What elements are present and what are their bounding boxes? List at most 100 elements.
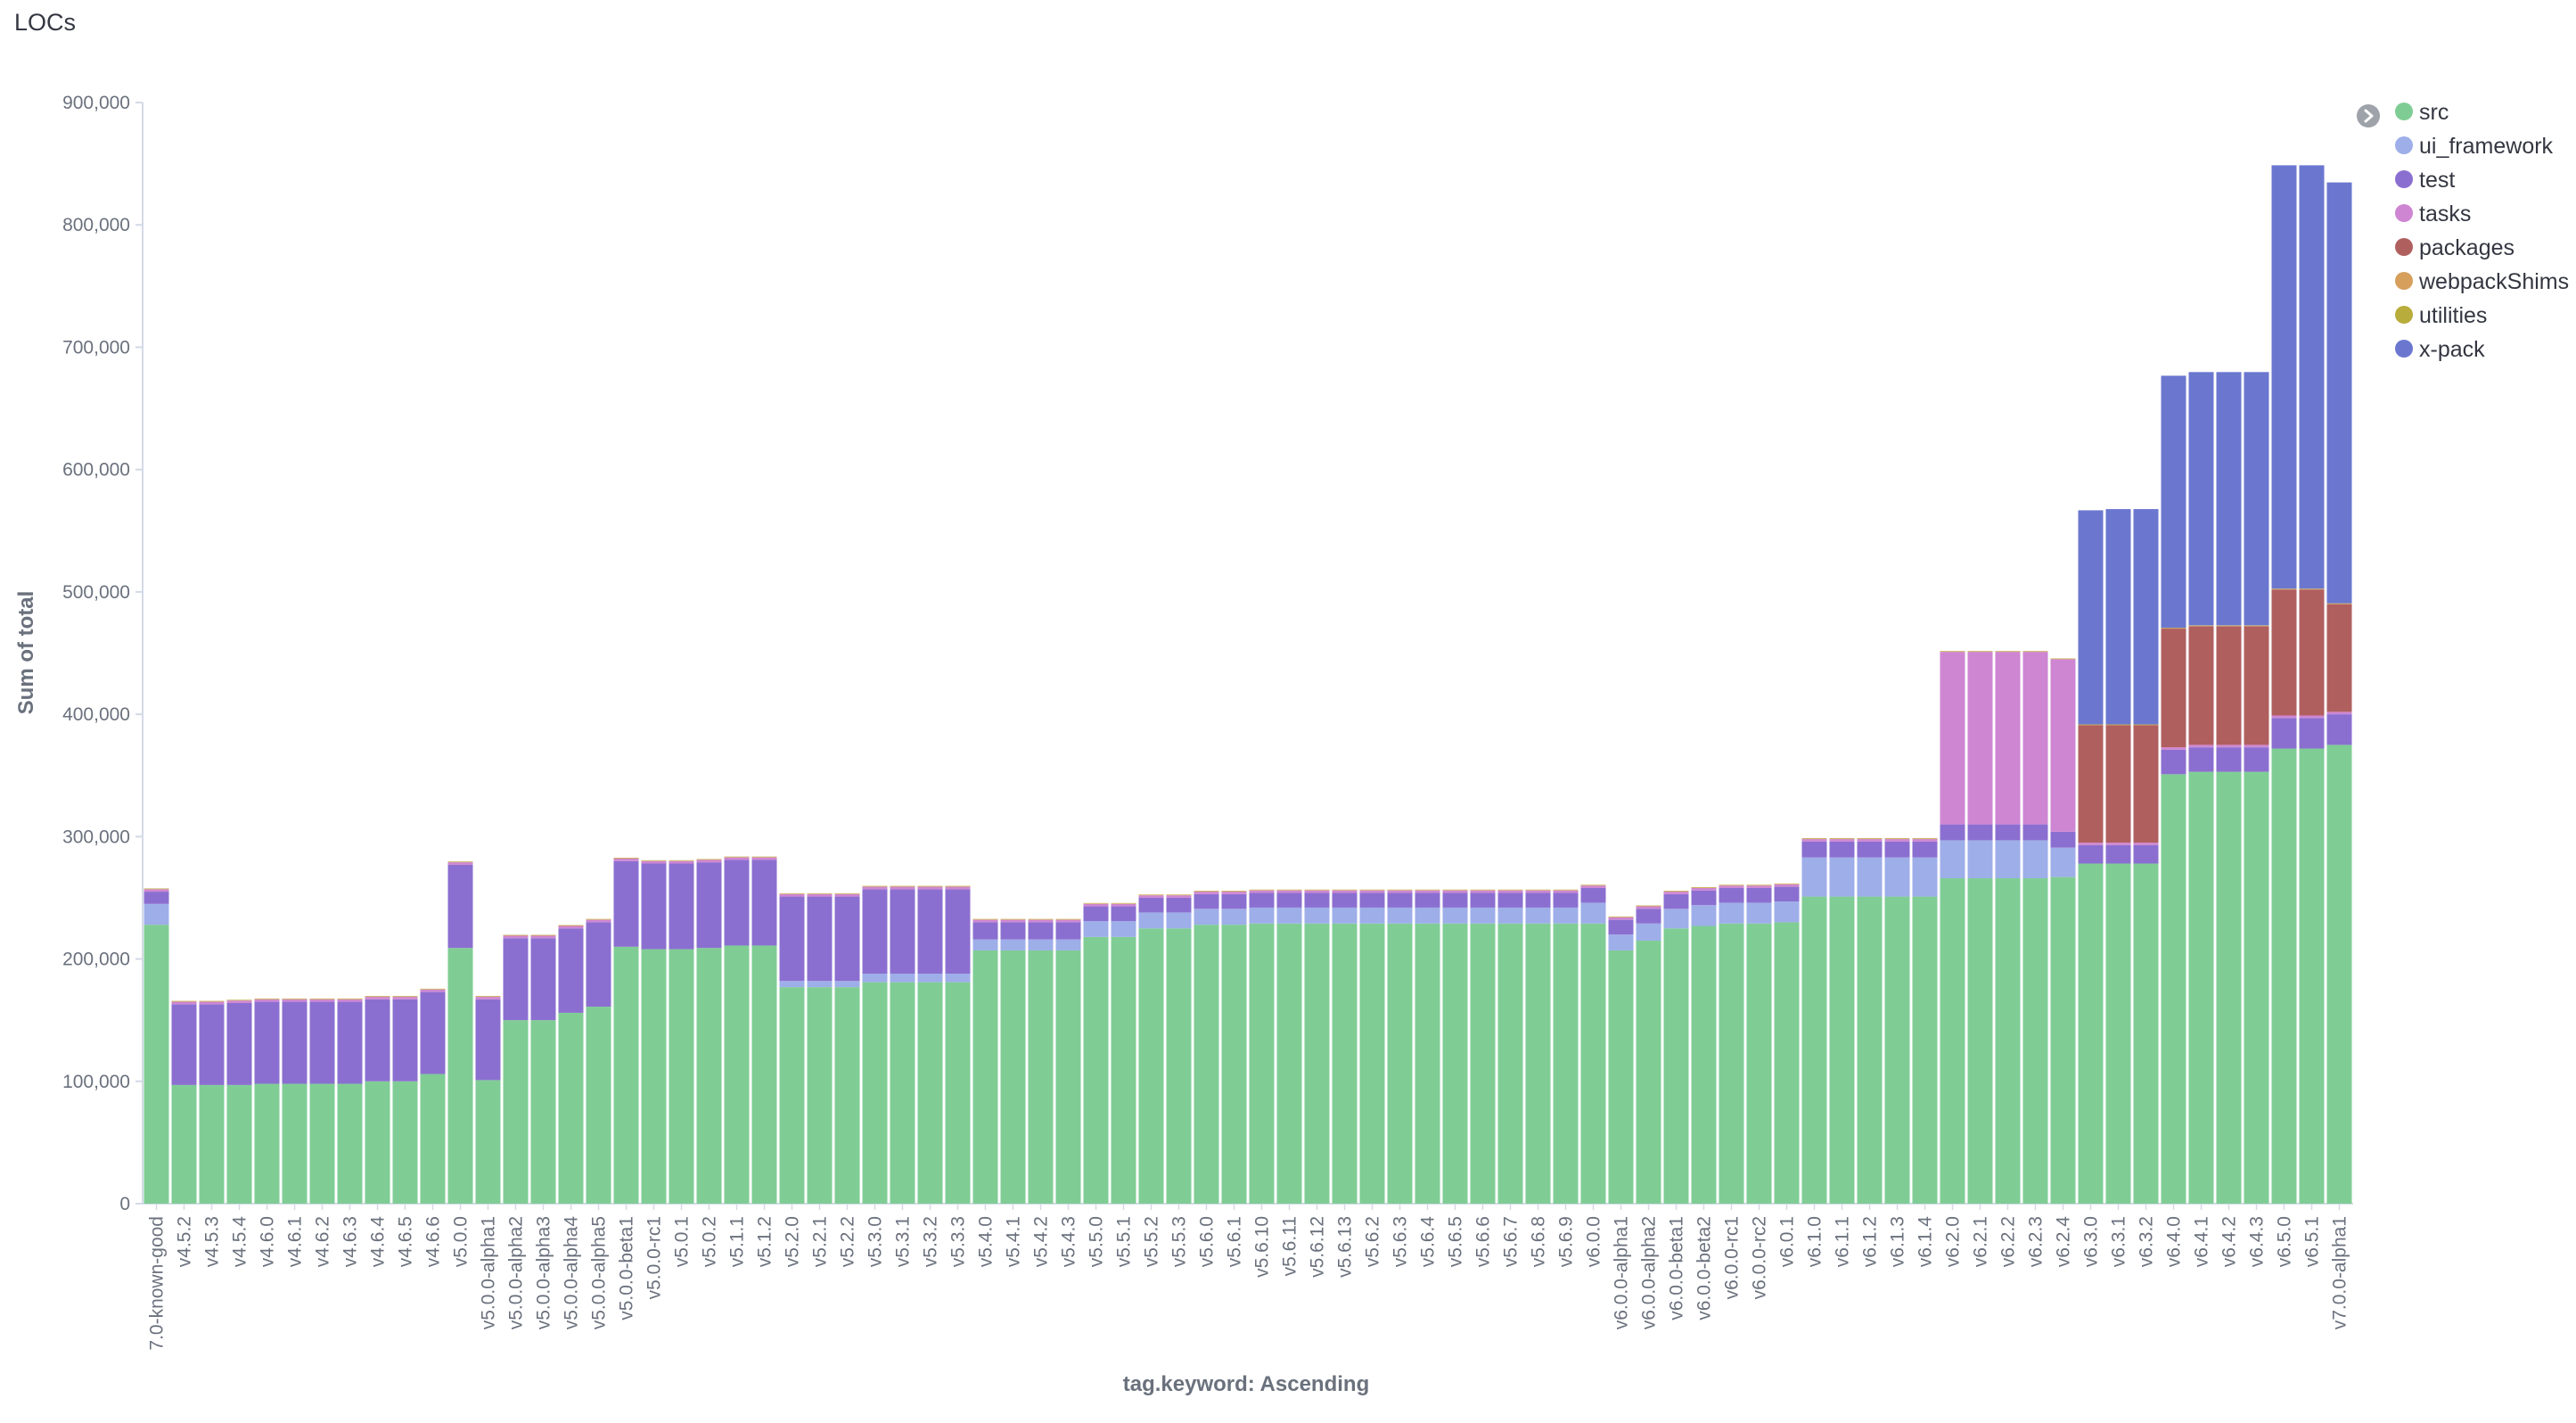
bar-test-v6.3.0[interactable] bbox=[2078, 844, 2104, 864]
bar-ui_framework-v5.6.0[interactable] bbox=[1194, 909, 1219, 925]
bar-webpackShims-v5.6.2[interactable] bbox=[1359, 890, 1385, 891]
bar-test-v6.0.0-alpha2[interactable] bbox=[1636, 909, 1661, 924]
bar-ui_framework-v6.0.0[interactable] bbox=[1580, 902, 1606, 924]
bar-src-v5.1.2[interactable] bbox=[751, 945, 777, 1204]
bar-src-v4.6.2[interactable] bbox=[309, 1083, 335, 1204]
bar-test-v4.5.2[interactable] bbox=[171, 1004, 197, 1085]
bar-test-v6.1.3[interactable] bbox=[1884, 841, 1910, 858]
bar-tasks-v5.6.1[interactable] bbox=[1221, 892, 1247, 894]
bar-ui_framework-v5.6.7[interactable] bbox=[1497, 907, 1523, 924]
bar-ui_framework-v5.6.5[interactable] bbox=[1442, 907, 1468, 924]
bar-packages-v6.4.1[interactable] bbox=[2188, 626, 2214, 745]
bar-tasks-v5.6.2[interactable] bbox=[1359, 890, 1385, 893]
bar-test-v6.2.2[interactable] bbox=[1995, 824, 2021, 841]
bar-tasks-v5.6.3[interactable] bbox=[1387, 890, 1413, 893]
bar-ui_framework-v5.2.2[interactable] bbox=[834, 981, 860, 988]
bar-tasks-v4.5.3[interactable] bbox=[199, 1001, 225, 1005]
bar-packages-v6.3.0[interactable] bbox=[2078, 725, 2104, 843]
bar-webpackShims-v5.6.9[interactable] bbox=[1553, 890, 1579, 891]
bar-webpackShims-v5.5.2[interactable] bbox=[1138, 894, 1164, 896]
bar-tasks-v5.4.2[interactable] bbox=[1028, 919, 1054, 923]
bar-src-v5.5.1[interactable] bbox=[1111, 936, 1136, 1204]
bar-webpackShims-v5.1.1[interactable] bbox=[724, 857, 750, 858]
bar-ui_framework-v5.6.9[interactable] bbox=[1553, 907, 1579, 924]
bar-ui_framework-v5.5.3[interactable] bbox=[1166, 912, 1192, 929]
bar-src-v6.2.2[interactable] bbox=[1995, 877, 2021, 1204]
bar-packages-v6.5.0[interactable] bbox=[2271, 589, 2297, 716]
bar-test-v5.6.12[interactable] bbox=[1304, 892, 1330, 908]
bar-ui_framework-v5.6.13[interactable] bbox=[1332, 907, 1358, 924]
bar-webpackShims-v6.1.0[interactable] bbox=[1801, 838, 1827, 840]
bar-src-v5.4.2[interactable] bbox=[1028, 950, 1054, 1204]
bar-src-v5.6.5[interactable] bbox=[1442, 923, 1468, 1204]
bar-src-v4.5.3[interactable] bbox=[199, 1084, 225, 1204]
bar-tasks-v5.0.0-alpha2[interactable] bbox=[503, 935, 529, 939]
bar-src-v5.0.0-alpha3[interactable] bbox=[530, 1020, 556, 1204]
bar-webpackShims-v5.0.0-alpha4[interactable] bbox=[558, 925, 584, 926]
bar-src-v5.6.13[interactable] bbox=[1332, 923, 1358, 1204]
legend-toggle-button[interactable] bbox=[2357, 104, 2380, 127]
bar-tasks-v5.0.0-alpha4[interactable] bbox=[558, 925, 584, 929]
bar-ui_framework-v5.6.1[interactable] bbox=[1221, 909, 1247, 925]
bar-src-v5.0.0-alpha1[interactable] bbox=[475, 1080, 501, 1204]
bar-ui_framework-v5.3.3[interactable] bbox=[945, 974, 971, 983]
bar-tasks-v6.5.1[interactable] bbox=[2299, 715, 2325, 719]
bar-src-v5.5.3[interactable] bbox=[1166, 928, 1192, 1204]
bar-test-v6.4.3[interactable] bbox=[2244, 747, 2269, 772]
bar-test-v5.2.2[interactable] bbox=[834, 896, 860, 982]
bar-x-pack-v6.4.3[interactable] bbox=[2244, 372, 2269, 626]
bar-src-v6.4.1[interactable] bbox=[2188, 771, 2214, 1204]
bar-test-v6.4.0[interactable] bbox=[2161, 749, 2186, 775]
bar-ui_framework-v5.4.2[interactable] bbox=[1028, 939, 1054, 950]
bar-tasks-v5.0.0-beta1[interactable] bbox=[613, 859, 639, 861]
bar-test-v6.2.0[interactable] bbox=[1940, 824, 1965, 841]
bar-src-v6.0.0-rc2[interactable] bbox=[1746, 923, 1772, 1204]
bar-test-v4.6.4[interactable] bbox=[365, 999, 390, 1082]
bar-webpackShims-v6.2.2[interactable] bbox=[1995, 651, 2021, 653]
bar-tasks-v4.5.2[interactable] bbox=[171, 1001, 197, 1005]
bar-x-pack-v6.4.2[interactable] bbox=[2216, 372, 2242, 626]
bar-test-v5.4.0[interactable] bbox=[972, 922, 998, 940]
legend-item-test[interactable]: test bbox=[2395, 168, 2455, 193]
bar-ui_framework-v6.0.0-beta2[interactable] bbox=[1691, 905, 1717, 926]
bar-tasks-v5.5.2[interactable] bbox=[1138, 895, 1164, 898]
bar-webpackShims-v5.4.3[interactable] bbox=[1055, 919, 1081, 920]
legend-item-ui_framework[interactable]: ui_framework bbox=[2395, 134, 2554, 159]
bar-test-v5.3.1[interactable] bbox=[890, 889, 915, 975]
bar-test-v5.6.13[interactable] bbox=[1332, 892, 1358, 908]
bar-ui_framework-v6.2.3[interactable] bbox=[2022, 840, 2048, 878]
bar-webpackShims-v5.6.10[interactable] bbox=[1249, 890, 1275, 891]
bar-webpackShims-v5.6.12[interactable] bbox=[1304, 890, 1330, 891]
bar-tasks-v5.6.9[interactable] bbox=[1553, 890, 1579, 893]
bar-test-v6.0.1[interactable] bbox=[1774, 886, 1800, 902]
bar-src-v5.1.1[interactable] bbox=[724, 945, 750, 1204]
bar-webpackShims-v6.2.1[interactable] bbox=[1967, 651, 1993, 653]
bar-webpackShims-v4.6.5[interactable] bbox=[392, 996, 418, 998]
bar-src-v6.4.3[interactable] bbox=[2244, 771, 2269, 1204]
bar-tasks-v4.6.5[interactable] bbox=[392, 997, 418, 999]
bar-x-pack-v6.4.1[interactable] bbox=[2188, 372, 2214, 626]
bar-src-7.0-known-good[interactable] bbox=[144, 925, 169, 1204]
bar-src-v6.0.0[interactable] bbox=[1580, 923, 1606, 1204]
bar-test-v5.0.1[interactable] bbox=[669, 863, 694, 950]
bar-test-v6.3.2[interactable] bbox=[2133, 844, 2159, 864]
bar-test-v5.6.4[interactable] bbox=[1415, 892, 1440, 908]
bar-packages-v6.4.0[interactable] bbox=[2161, 629, 2186, 748]
bar-src-v5.6.4[interactable] bbox=[1415, 923, 1440, 1204]
bar-tasks-v6.3.1[interactable] bbox=[2105, 843, 2131, 845]
bar-src-v5.4.1[interactable] bbox=[1000, 950, 1026, 1204]
bar-tasks-v6.2.2[interactable] bbox=[1995, 652, 2021, 825]
bar-tasks-v6.4.0[interactable] bbox=[2161, 747, 2186, 750]
bar-src-v6.0.0-alpha1[interactable] bbox=[1608, 950, 1634, 1204]
bar-src-v5.4.0[interactable] bbox=[972, 950, 998, 1204]
bar-tasks-v4.6.2[interactable] bbox=[309, 999, 335, 1002]
bar-ui_framework-v5.6.10[interactable] bbox=[1249, 907, 1275, 924]
bar-test-v5.4.1[interactable] bbox=[1000, 922, 1026, 940]
bar-src-v5.0.0-alpha4[interactable] bbox=[558, 1012, 584, 1204]
bar-tasks-v4.6.1[interactable] bbox=[282, 999, 308, 1002]
bar-tasks-v5.3.2[interactable] bbox=[917, 886, 943, 890]
bar-tasks-v6.0.0-rc1[interactable] bbox=[1719, 885, 1744, 888]
bar-src-v6.0.1[interactable] bbox=[1774, 922, 1800, 1204]
bar-tasks-v5.3.1[interactable] bbox=[890, 886, 915, 890]
bar-tasks-v5.6.11[interactable] bbox=[1276, 890, 1302, 893]
